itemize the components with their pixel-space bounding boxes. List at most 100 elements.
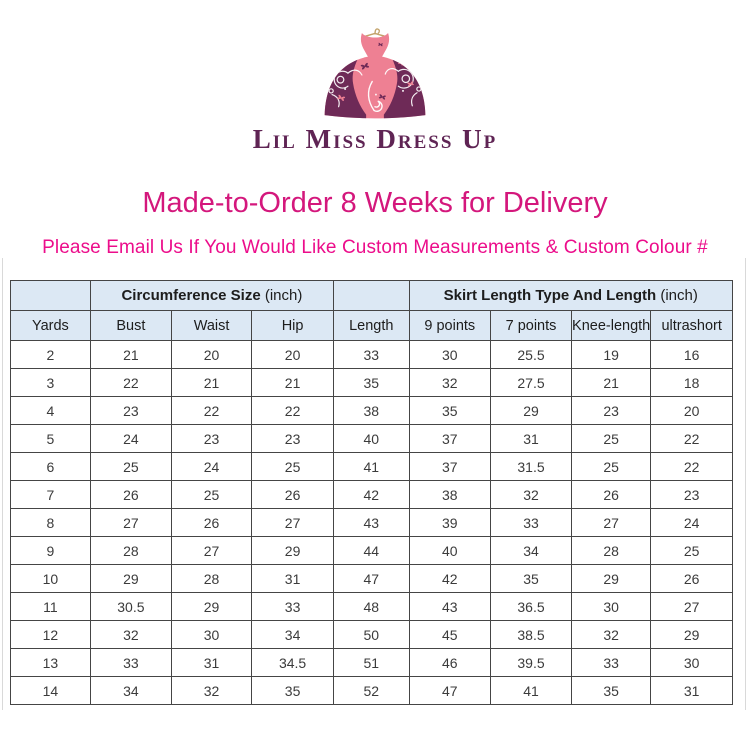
table-cell: 7	[10, 480, 91, 509]
table-cell: 29	[490, 396, 572, 425]
page-subtitle: Please Email Us If You Would Like Custom…	[42, 237, 708, 258]
table-cell: 24	[170, 452, 253, 481]
table-cell: 18	[650, 368, 733, 397]
table-cell: 23	[251, 424, 335, 453]
table-cell: 16	[650, 340, 733, 369]
table-cell: 21	[89, 340, 172, 369]
table-cell: 38	[408, 480, 492, 509]
table-cell: 36.5	[490, 592, 572, 621]
table-cell: 34	[490, 536, 572, 565]
column-header-length: Length	[333, 310, 410, 341]
table-cell: 51	[333, 648, 410, 677]
table-cell: 39.5	[490, 648, 572, 677]
left-frame-line	[2, 258, 3, 710]
table-row: 3 22 21 21 35 32 27.5 21 18	[10, 368, 733, 397]
table-cell: 22	[650, 424, 733, 453]
table-cell: 25	[570, 424, 652, 453]
column-header-9-points: 9 points	[408, 310, 492, 341]
table-cell: 26	[650, 564, 733, 593]
table-cell: 29	[89, 564, 172, 593]
group-header-empty-cell	[10, 280, 91, 311]
table-cell: 31	[251, 564, 335, 593]
table-row: 4 23 22 22 38 35 29 23 20	[10, 396, 733, 425]
table-cell: 32	[570, 620, 652, 649]
table-cell: 31	[490, 424, 572, 453]
column-header-bust: Bust	[89, 310, 172, 341]
table-cell: 12	[10, 620, 91, 649]
table-cell: 29	[170, 592, 253, 621]
table-cell: 34.5	[251, 648, 335, 677]
table-cell: 43	[408, 592, 492, 621]
table-cell: 24	[650, 508, 733, 537]
table-cell: 30.5	[89, 592, 172, 621]
table-row: 13 33 31 34.5 51 46 39.5 33 30	[10, 648, 733, 677]
table-cell: 20	[650, 396, 733, 425]
table-cell: 50	[333, 620, 410, 649]
table-cell: 29	[650, 620, 733, 649]
table-cell: 5	[10, 424, 91, 453]
table-cell: 14	[10, 676, 91, 705]
table-cell: 23	[170, 424, 253, 453]
table-row: 8 27 26 27 43 39 33 27 24	[10, 508, 733, 537]
table-cell: 6	[10, 452, 91, 481]
table-cell: 27	[89, 508, 172, 537]
column-header-knee-length: Knee-length	[570, 310, 652, 341]
table-cell: 48	[333, 592, 410, 621]
table-cell: 26	[89, 480, 172, 509]
table-cell: 24	[89, 424, 172, 453]
table-cell: 26	[570, 480, 652, 509]
table-cell: 27	[170, 536, 253, 565]
table-cell: 31.5	[490, 452, 572, 481]
group-header-empty-cell	[333, 280, 410, 311]
table-cell: 21	[251, 368, 335, 397]
dress-on-hanger-icon	[324, 28, 426, 119]
table-cell: 35	[490, 564, 572, 593]
table-cell: 21	[170, 368, 253, 397]
table-cell: 25	[650, 536, 733, 565]
table-cell: 27	[650, 592, 733, 621]
table-cell: 28	[89, 536, 172, 565]
size-table-body: 2 21 20 20 33 30 25.5 19 16 3 22 21 21 35 32 27.5 21 18 4 2…	[10, 340, 733, 705]
table-cell: 32	[89, 620, 172, 649]
table-cell: 30	[650, 648, 733, 677]
table-cell: 30	[570, 592, 652, 621]
table-cell: 40	[408, 536, 492, 565]
table-cell: 2	[10, 340, 91, 369]
table-cell: 32	[170, 676, 253, 705]
table-cell: 8	[10, 508, 91, 537]
table-cell: 25	[251, 452, 335, 481]
table-cell: 10	[10, 564, 91, 593]
table-cell: 27	[570, 508, 652, 537]
table-cell: 29	[570, 564, 652, 593]
column-header-waist: Waist	[170, 310, 253, 341]
table-cell: 22	[170, 396, 253, 425]
table-cell: 42	[408, 564, 492, 593]
table-cell: 31	[650, 676, 733, 705]
table-cell: 38	[333, 396, 410, 425]
size-chart-table-wrap: Circumference Size (inch) Skirt Length Ty…	[10, 280, 733, 705]
table-cell: 20	[251, 340, 335, 369]
table-cell: 33	[490, 508, 572, 537]
table-row: 2 21 20 20 33 30 25.5 19 16	[10, 340, 733, 369]
table-cell: 28	[170, 564, 253, 593]
group-header-cell: Circumference Size (inch)	[89, 280, 335, 311]
table-cell: 9	[10, 536, 91, 565]
brand-logo: Lil Miss Dress Up	[0, 0, 750, 155]
table-cell: 45	[408, 620, 492, 649]
table-row: 11 30.5 29 33 48 43 36.5 30 27	[10, 592, 733, 621]
table-cell: 33	[333, 340, 410, 369]
column-header-row: Yards Bust Waist Hip Length 9 points 7 points K…	[10, 310, 733, 341]
table-cell: 41	[490, 676, 572, 705]
table-cell: 23	[650, 480, 733, 509]
table-cell: 31	[170, 648, 253, 677]
table-cell: 4	[10, 396, 91, 425]
table-cell: 33	[570, 648, 652, 677]
table-row: 14 34 32 35 52 47 41 35 31	[10, 676, 733, 705]
table-row: 5 24 23 23 40 37 31 25 22	[10, 424, 733, 453]
table-row: 10 29 28 31 47 42 35 29 26	[10, 564, 733, 593]
table-cell: 42	[333, 480, 410, 509]
table-cell: 23	[570, 396, 652, 425]
table-cell: 11	[10, 592, 91, 621]
table-cell: 26	[251, 480, 335, 509]
